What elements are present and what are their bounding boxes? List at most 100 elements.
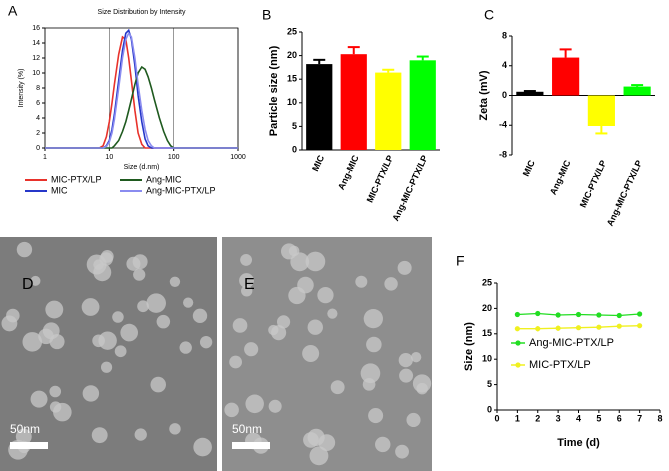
legend-label: Ang-MIC-PTX/LP: [146, 185, 216, 195]
particle: [288, 286, 306, 305]
y-tick-label: 12: [32, 55, 40, 62]
particle: [169, 423, 181, 435]
x-tick-label: 2: [535, 413, 540, 423]
particle: [224, 402, 239, 418]
marker: [596, 324, 602, 330]
scale-bar: [10, 442, 48, 449]
particle: [397, 260, 412, 275]
particle: [134, 428, 147, 441]
panel-label: A: [8, 3, 18, 19]
particle: [193, 437, 212, 457]
x-tick-label: 10: [105, 154, 113, 161]
particle: [355, 275, 368, 288]
y-tick-label: 4: [36, 115, 40, 122]
series-line: [45, 31, 238, 149]
marker: [514, 326, 520, 332]
particle: [363, 308, 383, 329]
legend-label: MIC: [51, 185, 68, 195]
legend-label: Ang-MIC: [146, 174, 182, 184]
y-axis-label: Intensity (%): [18, 69, 25, 108]
panel-label: B: [262, 7, 271, 23]
y-tick-label: 10: [482, 354, 492, 364]
legend-label: MIC-PTX/LP: [529, 359, 591, 371]
marker: [514, 311, 520, 318]
particle: [91, 427, 108, 444]
chart: B 0 5 10 15 20 25 Particle size (nm) MIC Ang-MIC M…: [262, 7, 440, 223]
y-tick-label: 0: [292, 144, 297, 154]
y-tick-label: 25: [482, 277, 492, 287]
bar: [623, 86, 651, 96]
particle: [199, 335, 213, 349]
legend-label: Ang-MIC-PTX/LP: [529, 337, 614, 349]
chart: F 0 5 10 15 20 25 Size (nm) 0 1 2 3 4 5 6 7 8 Time (d) Ang…: [456, 253, 663, 449]
marker: [535, 310, 541, 317]
particle: [93, 263, 112, 282]
particle: [92, 334, 105, 348]
bar: [587, 95, 615, 126]
particle: [368, 408, 384, 424]
y-tick-label: 5: [292, 121, 297, 131]
particle: [232, 318, 248, 333]
y-tick-label: 0: [487, 404, 492, 414]
particle: [375, 436, 391, 453]
x-tick-label: Ang-MIC-PTX/LP: [605, 159, 644, 228]
series-line: [45, 65, 238, 149]
marker: [616, 312, 622, 319]
particle: [399, 368, 414, 383]
particle: [22, 332, 43, 352]
series-line: [45, 28, 238, 149]
particle: [410, 351, 422, 363]
particle: [307, 319, 323, 335]
tem-image: [222, 237, 432, 471]
y-tick-label: 15: [482, 328, 492, 338]
panel-label: E: [244, 276, 255, 293]
particle: [81, 298, 100, 316]
x-tick-label: MIC-PTX/LP: [365, 154, 396, 204]
marker: [575, 325, 582, 331]
scale-bar-label: 50nm: [232, 422, 262, 436]
particle: [133, 268, 146, 281]
y-tick-label: 10: [287, 97, 297, 107]
particle: [114, 345, 127, 358]
particle: [146, 293, 166, 313]
bar: [552, 57, 580, 96]
y-tick-label: 2: [36, 130, 40, 137]
particle: [112, 311, 124, 323]
x-tick-label: MIC: [310, 153, 326, 173]
y-tick-label: 8: [36, 85, 40, 92]
y-axis-label: Zeta (mV): [478, 70, 490, 120]
particle: [82, 385, 100, 402]
particle: [42, 322, 60, 340]
particle: [192, 308, 208, 324]
legend-label: MIC-PTX/LP: [51, 174, 102, 184]
particle: [366, 336, 382, 353]
y-tick-label: 10: [32, 70, 40, 77]
particle: [229, 355, 243, 369]
particle: [303, 432, 319, 448]
y-tick-label: 4: [502, 60, 507, 70]
x-tick-label: 3: [556, 413, 561, 423]
particle: [360, 363, 381, 384]
y-axis-label: Particle size (nm): [268, 45, 280, 136]
y-tick-label: 14: [32, 40, 40, 47]
particle: [302, 344, 320, 362]
y-tick-label: 16: [32, 25, 40, 32]
tem-images: D 50nm E 50nm: [0, 237, 432, 471]
particle: [290, 252, 310, 272]
particle: [156, 314, 171, 329]
panel-label: D: [22, 276, 34, 293]
x-tick-label: 5: [596, 413, 601, 423]
legend-marker: [515, 340, 521, 346]
particle: [100, 361, 113, 373]
particle: [150, 376, 166, 393]
x-tick-label: 1: [43, 154, 47, 161]
panel-label: C: [484, 7, 494, 23]
x-tick-label: Ang-MIC: [548, 158, 573, 196]
marker: [637, 311, 643, 317]
marker: [535, 326, 541, 332]
particle: [1, 315, 18, 332]
y-tick-label: 15: [287, 74, 297, 84]
particle: [30, 390, 48, 408]
particle: [53, 402, 72, 422]
